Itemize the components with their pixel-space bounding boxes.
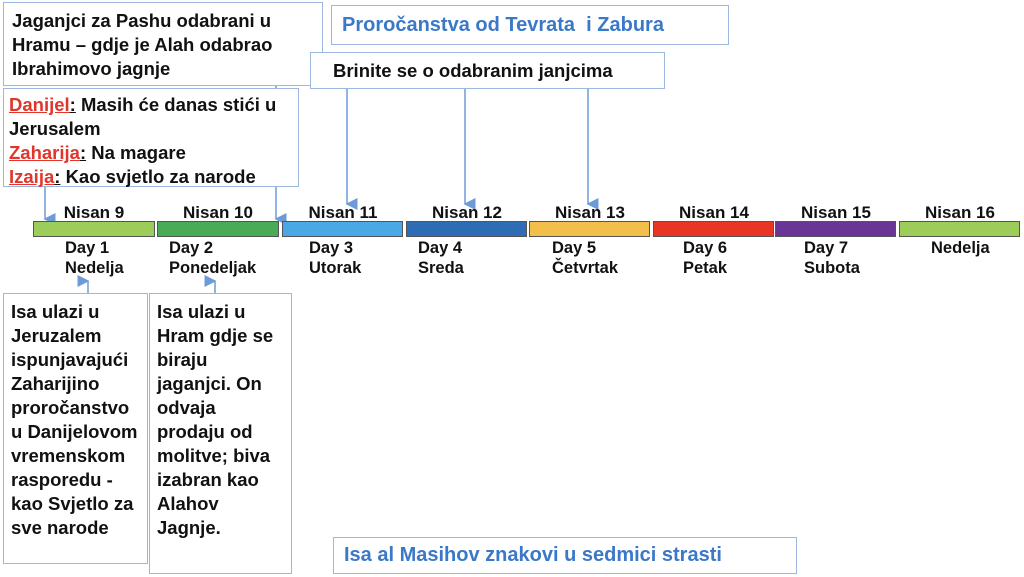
day-label: Day 2 Ponedeljak [169,238,256,278]
day-number: Day 7 [804,239,849,257]
day-number: Day 6 [683,239,728,257]
weekday: Nedelja [931,239,990,257]
note-day1-box: Isa ulazi u Jeruzalem ispunjavajući Zaha… [3,293,148,564]
title-top: Proročanstva od Tevrata i Zabura [331,5,729,45]
prophecy-danijel: Danijel: Masih će danas stići u Jerusale… [9,94,277,139]
nisan-label: Nisan 10 [183,203,253,222]
weekday: Subota [804,259,860,277]
note-day2-box: Isa ulazi u Hram gdje se biraju jaganjci… [149,293,292,574]
prophecy-zaharija: Zaharija: Na magare [9,142,186,163]
day-bar-6 [653,221,774,237]
nisan-label: Nisan 13 [555,203,625,222]
day-bar-8 [899,221,1020,237]
weekday: Nedelja [65,259,124,277]
day-bar-5 [529,221,650,237]
nisan-label: Nisan 15 [801,203,871,222]
day-bar-4 [406,221,527,237]
day-number: Day 3 [309,239,354,257]
nisan-label: Nisan 9 [63,203,125,222]
watch-lambs-box: Brinite se o odabranim janjcima [310,52,665,89]
prophecy-izaija: Izaija: Kao svjetlo za narode [9,166,256,187]
weekday: Ponedeljak [169,259,257,277]
day-bar-2 [157,221,279,237]
lambs-chosen-box: Jaganjci za Pashu odabrani u Hramu – gdj… [3,2,323,86]
day-label: Day 6 Petak [683,238,727,278]
nisan-label: Nisan 11 [308,203,378,222]
day-bar-1 [33,221,155,237]
day-label: Day 1 Nedelja [65,238,124,278]
day-label: Day 3 Utorak [309,238,361,278]
day-bar-7 [775,221,896,237]
day-number: Day 4 [418,239,463,257]
weekday: Utorak [309,259,362,277]
day-bar-3 [282,221,403,237]
prophecies-box: Danijel: Masih će danas stići u Jerusale… [3,88,299,187]
day-label: Nedelja [931,238,990,258]
weekday: Petak [683,259,728,277]
day-number: Day 5 [552,239,597,257]
day-label: Day 5 Četvrtak [552,238,618,278]
weekday: Četvrtak [552,259,619,277]
nisan-label: Nisan 12 [432,203,502,222]
day-label: Day 4 Sreda [418,238,464,278]
weekday: Sreda [418,259,464,277]
nisan-label: Nisan 16 [925,203,995,222]
day-number: Day 1 [65,239,110,257]
day-label: Day 7 Subota [804,238,860,278]
day-number: Day 2 [169,239,214,257]
title-bottom: Isa al Masihov znakovi u sedmici strasti [333,537,797,574]
nisan-label: Nisan 14 [679,203,749,222]
